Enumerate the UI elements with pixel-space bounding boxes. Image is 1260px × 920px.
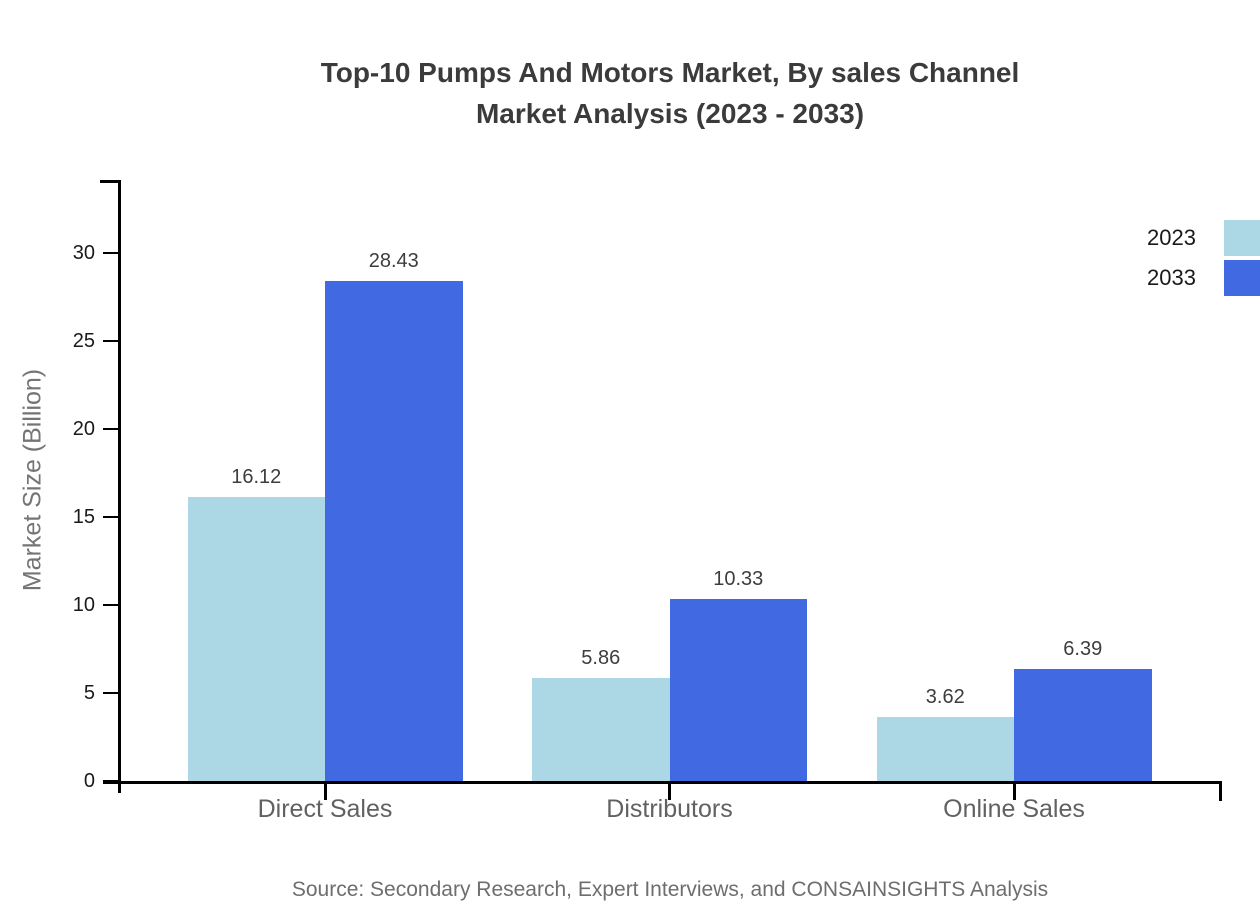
bar-2033-distributors (669, 599, 807, 781)
x-tick-mark (668, 781, 671, 800)
y-tick-label: 15 (72, 506, 95, 528)
bar-value-label: 6.39 (1063, 637, 1103, 660)
x-category-label-distributors: Distributors (606, 795, 733, 823)
y-tick-mark (103, 427, 121, 431)
x-axis-end-cap (1219, 781, 1222, 801)
legend-swatch-2023 (1224, 220, 1260, 256)
x-category-label-online-sales: Online Sales (943, 795, 1085, 823)
y-tick-label: 30 (72, 242, 95, 264)
y-axis-title: Market Size (Billion) (18, 368, 47, 592)
bar-2023-online-sales (876, 717, 1014, 781)
y-tick-label: 5 (83, 682, 95, 704)
y-tick-mark (103, 603, 121, 607)
y-tick-mark (103, 339, 121, 343)
legend-label-2033: 2033 (1147, 265, 1196, 290)
chart-title-line2: Market Analysis (2023 - 2033) (475, 98, 865, 129)
legend-label-2023: 2023 (1147, 225, 1196, 250)
y-axis-top-cap (100, 180, 118, 183)
bar-value-label: 3.62 (925, 686, 965, 709)
bar-value-label: 28.43 (368, 249, 419, 272)
chart-title: Top-10 Pumps And Motors Market, By sales… (120, 52, 1220, 134)
y-tick-mark (103, 251, 121, 255)
bar-value-label: 16.12 (231, 466, 282, 489)
y-axis-line (118, 180, 121, 793)
bar-value-label: 10.33 (713, 568, 764, 591)
source-note: Source: Secondary Research, Expert Inter… (291, 878, 1049, 901)
y-tick-label: 0 (83, 770, 95, 792)
y-tick-label: 25 (72, 330, 95, 352)
x-category-label-direct-sales: Direct Sales (257, 795, 393, 823)
legend-swatch-2033 (1224, 260, 1260, 296)
bar-2033-direct-sales (325, 280, 463, 781)
bar-value-label: 5.86 (581, 646, 621, 669)
x-tick-mark (323, 781, 327, 800)
y-tick-mark (103, 779, 121, 783)
y-tick-label: 20 (72, 418, 95, 440)
x-tick-mark (1012, 781, 1016, 800)
bar-2033-online-sales (1014, 668, 1152, 781)
x-axis-line (103, 781, 1222, 784)
bar-2023-distributors (532, 677, 670, 781)
y-tick-mark (103, 515, 121, 519)
y-tick-label: 10 (72, 594, 95, 616)
y-tick-mark (103, 691, 121, 695)
bar-2023-direct-sales (187, 497, 325, 781)
chart-title-line1: Top-10 Pumps And Motors Market, By sales… (320, 57, 1020, 88)
